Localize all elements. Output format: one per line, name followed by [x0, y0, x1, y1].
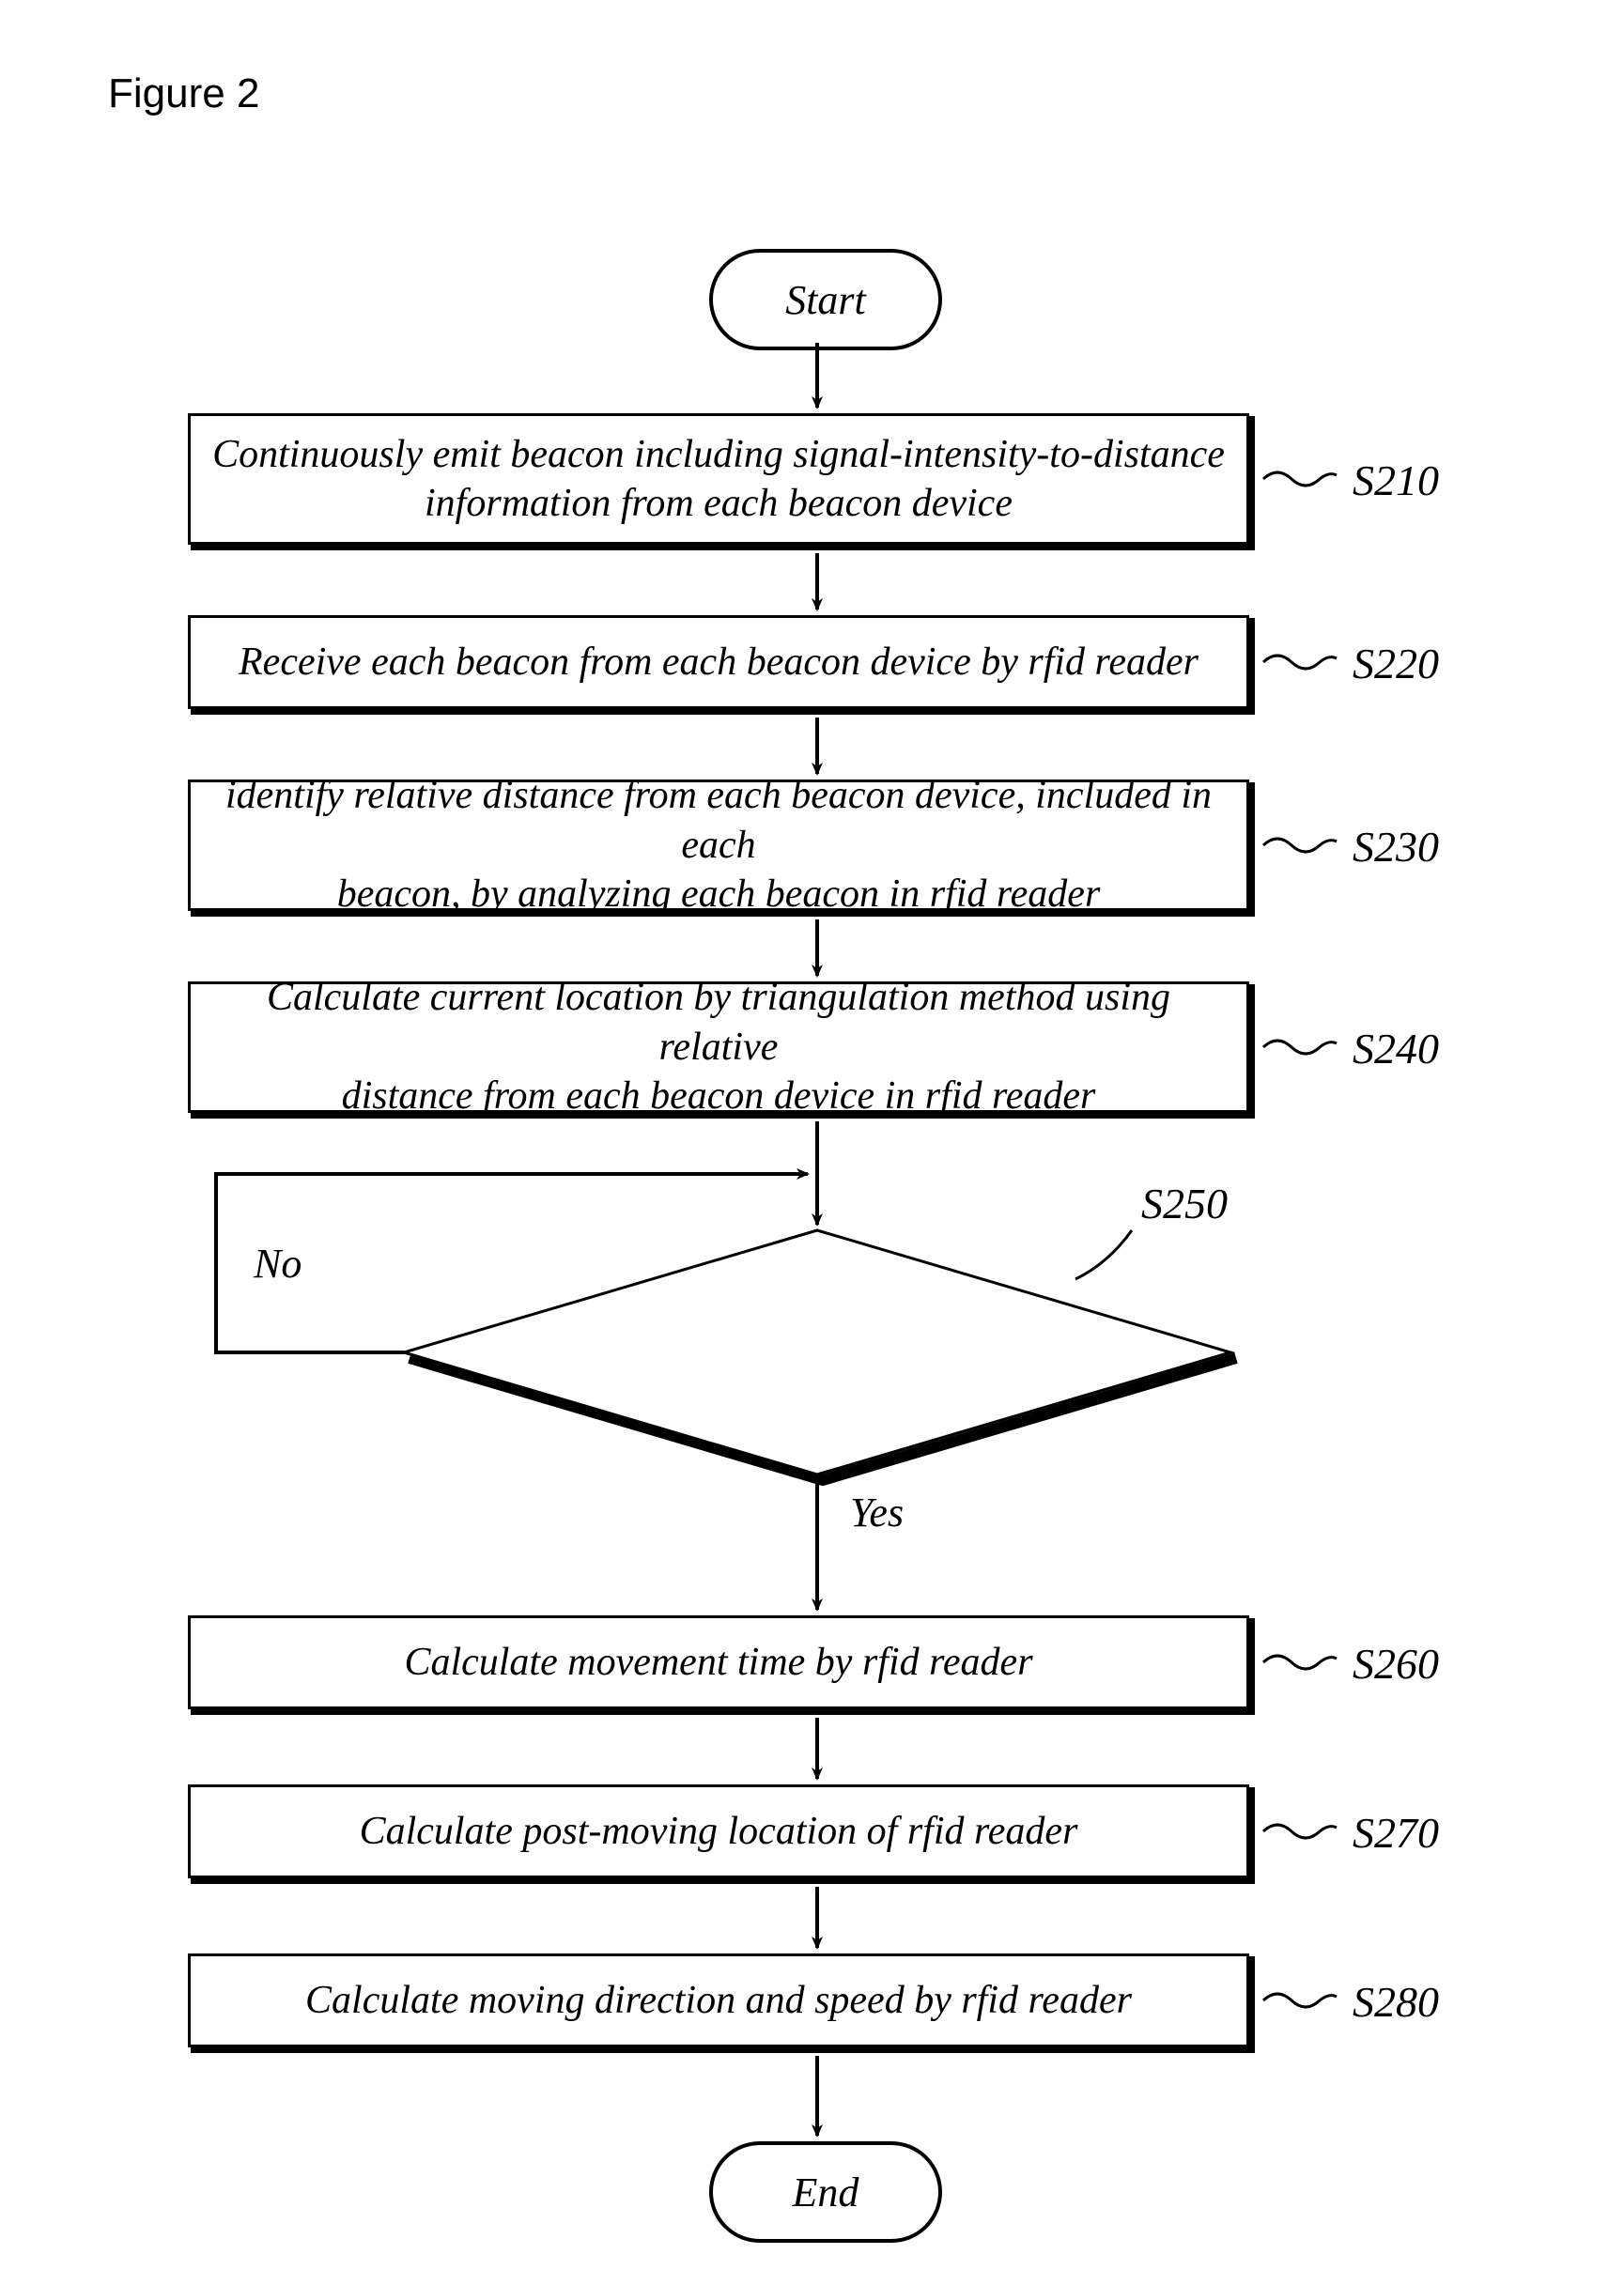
step-s280: Calculate moving direction and speed by …	[188, 1953, 1249, 2047]
ref-s220: S220	[1353, 639, 1439, 688]
step-s220: Receive each beacon from each beacon dev…	[188, 615, 1249, 709]
figure-title: Figure 2	[108, 70, 259, 117]
s250-leader	[1075, 1230, 1132, 1279]
step-s230: identify relative distance from each bea…	[188, 780, 1249, 911]
ref-s260: S260	[1353, 1639, 1439, 1689]
step-s240-text: Calculate current location by triangulat…	[209, 973, 1228, 1121]
terminator-start-label: Start	[785, 276, 866, 324]
ref-s230: S230	[1353, 822, 1439, 872]
step-s210: Continuously emit beacon including signa…	[188, 413, 1249, 545]
no-loop	[216, 1174, 808, 1352]
terminator-start: Start	[709, 249, 942, 350]
step-s260: Calculate movement time by rfid reader	[188, 1615, 1249, 1709]
terminator-end-label: End	[793, 2169, 859, 2216]
ref-s280: S280	[1353, 1977, 1439, 2027]
step-s210-text: Continuously emit beacon including signa…	[212, 430, 1225, 529]
decision-s250-text: Location change ?	[629, 1329, 1005, 1374]
step-s270-text: Calculate post-moving location of rfid r…	[360, 1807, 1078, 1857]
ref-s250: S250	[1141, 1179, 1228, 1228]
branch-yes-label: Yes	[850, 1489, 904, 1536]
step-s260-text: Calculate movement time by rfid reader	[404, 1638, 1032, 1688]
terminator-end: End	[709, 2141, 942, 2243]
ref-connectors	[1263, 472, 1337, 2007]
ref-s270: S270	[1353, 1808, 1439, 1858]
step-s280-text: Calculate moving direction and speed by …	[305, 1976, 1132, 2026]
page: Figure 2 Start Continuously emit beacon …	[0, 0, 1624, 2285]
ref-s240: S240	[1353, 1024, 1439, 1073]
ref-s210: S210	[1353, 455, 1439, 505]
step-s240: Calculate current location by triangulat…	[188, 981, 1249, 1113]
step-s270: Calculate post-moving location of rfid r…	[188, 1784, 1249, 1878]
branch-no-label: No	[254, 1240, 302, 1288]
step-s230-text: identify relative distance from each bea…	[209, 771, 1228, 919]
step-s220-text: Receive each beacon from each beacon dev…	[239, 638, 1199, 687]
